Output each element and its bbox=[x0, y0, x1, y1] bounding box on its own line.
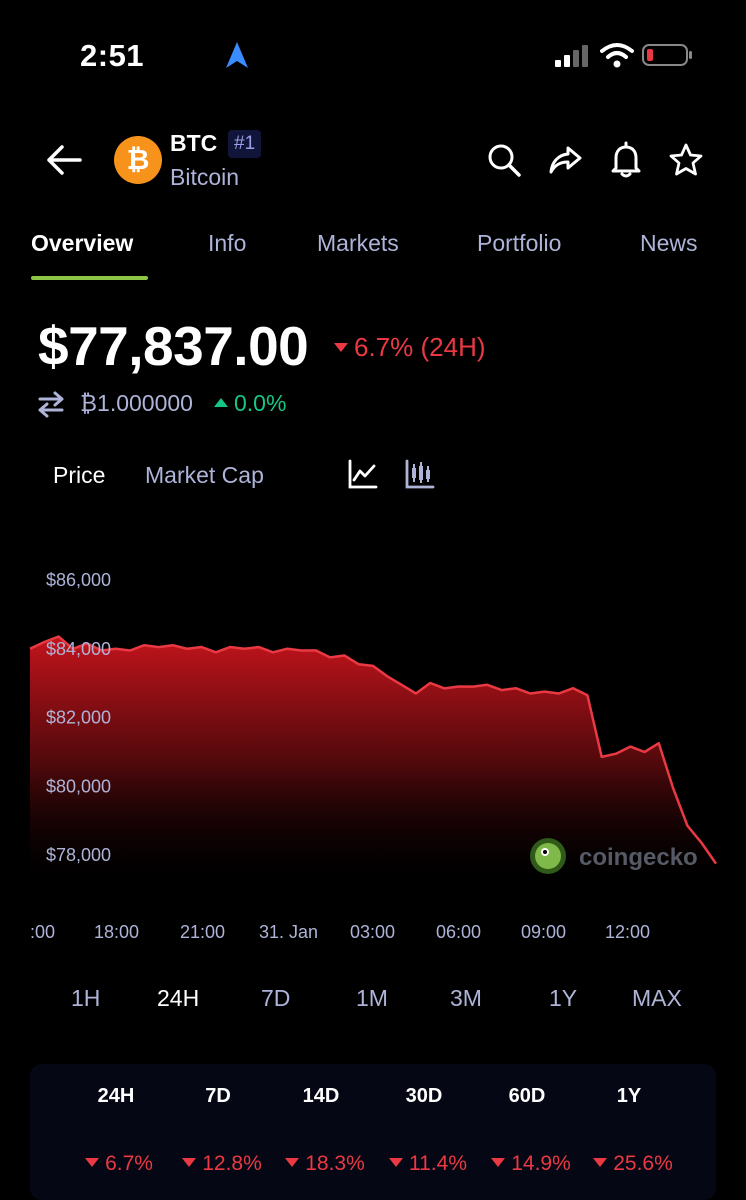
perf-value: 14.9% bbox=[476, 1152, 586, 1176]
wifi-icon bbox=[600, 43, 634, 68]
bell-icon[interactable] bbox=[606, 140, 646, 180]
tab-overview[interactable]: Overview bbox=[31, 230, 134, 256]
rank-badge: #1 bbox=[228, 130, 262, 158]
watermark-text: coingecko bbox=[579, 844, 698, 871]
caret-up-icon bbox=[214, 398, 228, 408]
perf-header: 60D bbox=[508, 1085, 546, 1107]
perf-header: 7D bbox=[205, 1085, 231, 1107]
btc-change-text: 0.0% bbox=[234, 390, 287, 416]
tab-news[interactable]: News bbox=[640, 230, 698, 256]
status-bar: 2:51 bbox=[0, 0, 746, 110]
status-time: 2:51 bbox=[80, 38, 145, 73]
x-tick-label: 09:00 bbox=[521, 922, 566, 942]
price-change-text: 6.7% (24H) bbox=[354, 332, 486, 362]
coin-name: Bitcoin bbox=[170, 164, 240, 190]
bitcoin-symbol-icon: ₿ bbox=[126, 144, 150, 175]
range-max[interactable]: MAX bbox=[632, 985, 682, 1011]
caret-down-icon bbox=[334, 342, 348, 352]
active-tab-indicator bbox=[31, 276, 148, 280]
y-tick-label: $82,000 bbox=[46, 708, 111, 728]
x-tick-label: 21:00 bbox=[180, 922, 225, 942]
toggle-price[interactable]: Price bbox=[53, 462, 106, 488]
bitcoin-logo: ₿ bbox=[114, 136, 162, 184]
btc-change: 0.0% bbox=[214, 390, 286, 417]
perf-header: 1Y bbox=[616, 1085, 642, 1107]
price-chart[interactable]: $86,000 $84,000 $82,000 $80,000 $78,000 :00 1… bbox=[0, 540, 746, 960]
star-icon[interactable] bbox=[666, 140, 706, 180]
range-1y[interactable]: 1Y bbox=[549, 985, 578, 1011]
y-tick-label: $84,000 bbox=[46, 639, 111, 659]
range-1h[interactable]: 1H bbox=[71, 985, 101, 1011]
x-tick-label: :00 bbox=[30, 922, 55, 942]
caret-down-icon bbox=[182, 1157, 197, 1167]
candlestick-chart-icon[interactable] bbox=[404, 458, 436, 490]
perf-value: 6.7% bbox=[64, 1152, 174, 1176]
price-line bbox=[29, 635, 718, 865]
perf-header: 14D bbox=[302, 1085, 340, 1107]
location-arrow-icon bbox=[226, 42, 248, 68]
current-price: $77,837.00 bbox=[38, 315, 309, 377]
y-tick-label: $86,000 bbox=[46, 570, 111, 590]
range-7d[interactable]: 7D bbox=[261, 985, 291, 1011]
share-icon[interactable] bbox=[546, 140, 586, 180]
battery-low-icon bbox=[642, 44, 692, 66]
caret-down-icon bbox=[285, 1157, 300, 1167]
toggle-market-cap[interactable]: Market Cap bbox=[145, 462, 264, 488]
perf-value: 18.3% bbox=[270, 1152, 380, 1176]
tab-info[interactable]: Info bbox=[208, 230, 247, 256]
perf-value: 25.6% bbox=[578, 1152, 688, 1176]
x-tick-label: 18:00 bbox=[94, 922, 139, 942]
price-area-fill bbox=[30, 636, 716, 890]
range-3m[interactable]: 3M bbox=[450, 985, 482, 1011]
caret-down-icon bbox=[85, 1157, 100, 1167]
perf-header: 30D bbox=[405, 1085, 443, 1107]
price-change-24h: 6.7% (24H) bbox=[334, 332, 486, 363]
x-tick-label: 31. Jan bbox=[259, 922, 318, 942]
swap-arrows-icon[interactable] bbox=[36, 390, 66, 418]
coingecko-watermark: coingecko bbox=[530, 838, 698, 874]
perf-value: 12.8% bbox=[167, 1152, 277, 1176]
tab-markets[interactable]: Markets bbox=[317, 230, 399, 256]
line-chart-icon[interactable] bbox=[347, 458, 379, 490]
range-1m[interactable]: 1M bbox=[356, 985, 388, 1011]
caret-down-icon bbox=[389, 1157, 403, 1167]
perf-value: 11.4% bbox=[373, 1152, 483, 1176]
y-tick-label: $80,000 bbox=[46, 776, 111, 796]
search-icon[interactable] bbox=[484, 140, 524, 180]
x-tick-label: 12:00 bbox=[605, 922, 650, 942]
tab-portfolio[interactable]: Portfolio bbox=[477, 230, 562, 256]
performance-panel bbox=[30, 1064, 716, 1200]
coin-symbol: BTC bbox=[170, 130, 218, 156]
y-tick-label: $78,000 bbox=[46, 845, 111, 865]
btc-value: ₿1.000000 bbox=[80, 390, 193, 416]
caret-down-icon bbox=[593, 1157, 608, 1167]
x-tick-label: 03:00 bbox=[350, 922, 395, 942]
cellular-signal-icon bbox=[555, 45, 588, 67]
x-tick-label: 06:00 bbox=[436, 922, 481, 942]
range-24h[interactable]: 24H bbox=[157, 985, 200, 1011]
arrow-left-icon[interactable] bbox=[44, 140, 84, 180]
perf-header: 24H bbox=[97, 1085, 135, 1107]
caret-down-icon bbox=[491, 1157, 506, 1167]
